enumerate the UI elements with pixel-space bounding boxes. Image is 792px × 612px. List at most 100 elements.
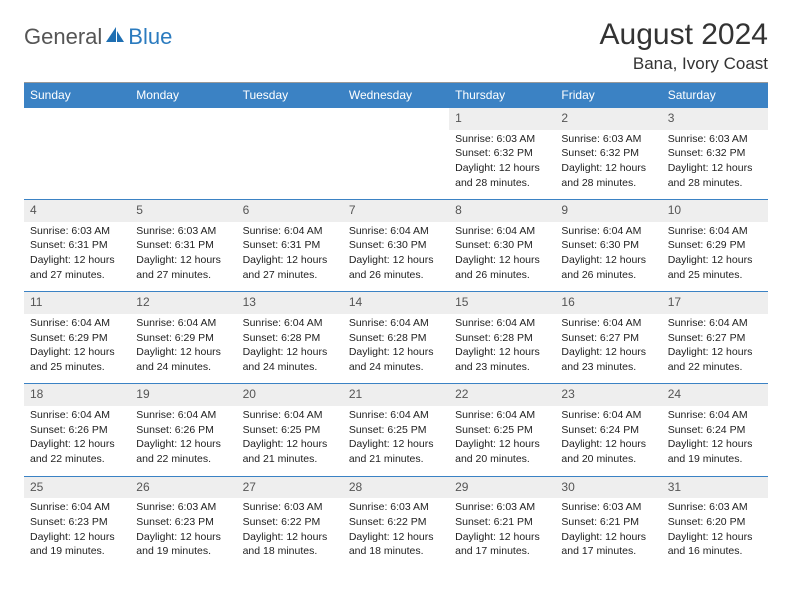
- day-cell-number: 22: [449, 384, 555, 406]
- day-info-line: Daylight: 12 hours: [30, 438, 124, 452]
- day-info-line: and 20 minutes.: [455, 453, 549, 467]
- day-info: Sunrise: 6:04 AMSunset: 6:25 PMDaylight:…: [237, 406, 343, 476]
- day-info-line: Sunset: 6:31 PM: [243, 239, 337, 253]
- daybody-row: Sunrise: 6:04 AMSunset: 6:26 PMDaylight:…: [24, 406, 768, 476]
- day-cell-number: 5: [130, 200, 236, 222]
- header: General Blue August 2024 Bana, Ivory Coa…: [24, 18, 768, 74]
- day-info: Sunrise: 6:03 AMSunset: 6:21 PMDaylight:…: [449, 498, 555, 568]
- day-info-line: Daylight: 12 hours: [136, 438, 230, 452]
- day-info-line: Sunrise: 6:04 AM: [455, 409, 549, 423]
- daybody-row: Sunrise: 6:03 AMSunset: 6:31 PMDaylight:…: [24, 222, 768, 292]
- day-info-line: Daylight: 12 hours: [243, 254, 337, 268]
- day-info-line: Sunrise: 6:04 AM: [349, 225, 443, 239]
- day-cell-body: Sunrise: 6:03 AMSunset: 6:22 PMDaylight:…: [343, 498, 449, 568]
- day-number: 26: [130, 477, 236, 499]
- day-info-line: Sunrise: 6:03 AM: [349, 501, 443, 515]
- day-number: 11: [24, 292, 130, 314]
- day-info-line: and 19 minutes.: [30, 545, 124, 559]
- calendar-page: General Blue August 2024 Bana, Ivory Coa…: [0, 0, 792, 580]
- day-number: 9: [555, 200, 661, 222]
- day-cell-number: 16: [555, 292, 661, 314]
- day-info: Sunrise: 6:03 AMSunset: 6:31 PMDaylight:…: [24, 222, 130, 292]
- day-info: Sunrise: 6:04 AMSunset: 6:29 PMDaylight:…: [662, 222, 768, 292]
- day-cell-body: Sunrise: 6:03 AMSunset: 6:31 PMDaylight:…: [24, 222, 130, 292]
- day-info-line: Daylight: 12 hours: [561, 438, 655, 452]
- day-info: Sunrise: 6:04 AMSunset: 6:29 PMDaylight:…: [130, 314, 236, 384]
- day-cell-number: 1: [449, 108, 555, 130]
- day-info-line: and 25 minutes.: [30, 361, 124, 375]
- day-number: 15: [449, 292, 555, 314]
- day-cell-number: 31: [662, 476, 768, 498]
- day-info-line: and 28 minutes.: [561, 177, 655, 191]
- weekday-header: Saturday: [662, 83, 768, 108]
- day-info-line: Sunrise: 6:03 AM: [561, 133, 655, 147]
- day-info-line: and 27 minutes.: [136, 269, 230, 283]
- day-info-line: Sunset: 6:29 PM: [30, 332, 124, 346]
- day-info-line: Sunset: 6:29 PM: [136, 332, 230, 346]
- day-info: Sunrise: 6:04 AMSunset: 6:25 PMDaylight:…: [449, 406, 555, 476]
- logo: General Blue: [24, 18, 172, 50]
- day-cell-number: 2: [555, 108, 661, 130]
- day-info: Sunrise: 6:04 AMSunset: 6:27 PMDaylight:…: [555, 314, 661, 384]
- day-info-line: Daylight: 12 hours: [30, 346, 124, 360]
- day-info: Sunrise: 6:04 AMSunset: 6:30 PMDaylight:…: [555, 222, 661, 292]
- day-cell-body: Sunrise: 6:04 AMSunset: 6:29 PMDaylight:…: [662, 222, 768, 292]
- day-cell-body: Sunrise: 6:04 AMSunset: 6:28 PMDaylight:…: [237, 314, 343, 384]
- day-info-line: Daylight: 12 hours: [455, 531, 549, 545]
- day-info-line: Sunset: 6:20 PM: [668, 516, 762, 530]
- day-cell-number: 28: [343, 476, 449, 498]
- day-number: 14: [343, 292, 449, 314]
- day-cell-number: 4: [24, 200, 130, 222]
- day-info: Sunrise: 6:04 AMSunset: 6:30 PMDaylight:…: [449, 222, 555, 292]
- day-cell-body: Sunrise: 6:04 AMSunset: 6:25 PMDaylight:…: [343, 406, 449, 476]
- day-number: 4: [24, 200, 130, 222]
- day-cell-number: 11: [24, 292, 130, 314]
- day-cell-number: 9: [555, 200, 661, 222]
- day-info-line: and 17 minutes.: [455, 545, 549, 559]
- day-info-line: and 22 minutes.: [668, 361, 762, 375]
- day-number: 6: [237, 200, 343, 222]
- day-info-line: Sunset: 6:30 PM: [455, 239, 549, 253]
- day-info: Sunrise: 6:04 AMSunset: 6:26 PMDaylight:…: [130, 406, 236, 476]
- day-number: 27: [237, 477, 343, 499]
- day-number: 1: [449, 108, 555, 130]
- day-info-line: Sunrise: 6:03 AM: [136, 225, 230, 239]
- day-cell-number: 6: [237, 200, 343, 222]
- day-info-line: Sunrise: 6:03 AM: [668, 501, 762, 515]
- day-cell-body: Sunrise: 6:04 AMSunset: 6:29 PMDaylight:…: [24, 314, 130, 384]
- day-number: 22: [449, 384, 555, 406]
- day-number: 28: [343, 477, 449, 499]
- day-cell-number: 12: [130, 292, 236, 314]
- day-info-line: Sunrise: 6:03 AM: [455, 501, 549, 515]
- day-info-line: Sunrise: 6:03 AM: [668, 133, 762, 147]
- day-info-line: and 23 minutes.: [455, 361, 549, 375]
- day-info-line: and 21 minutes.: [243, 453, 337, 467]
- day-cell-body: [24, 130, 130, 200]
- day-cell-body: Sunrise: 6:03 AMSunset: 6:23 PMDaylight:…: [130, 498, 236, 568]
- day-cell-number: [24, 108, 130, 130]
- day-cell-body: Sunrise: 6:04 AMSunset: 6:26 PMDaylight:…: [24, 406, 130, 476]
- day-info-line: Sunset: 6:32 PM: [668, 147, 762, 161]
- day-cell-body: Sunrise: 6:03 AMSunset: 6:32 PMDaylight:…: [555, 130, 661, 200]
- day-info-line: and 28 minutes.: [668, 177, 762, 191]
- day-number: 29: [449, 477, 555, 499]
- day-info-line: Daylight: 12 hours: [561, 531, 655, 545]
- day-info-line: Sunrise: 6:04 AM: [243, 409, 337, 423]
- day-cell-body: Sunrise: 6:04 AMSunset: 6:30 PMDaylight:…: [449, 222, 555, 292]
- day-info-line: Sunset: 6:32 PM: [455, 147, 549, 161]
- day-info-line: Sunset: 6:29 PM: [668, 239, 762, 253]
- weekday-header: Wednesday: [343, 83, 449, 108]
- day-cell-body: Sunrise: 6:04 AMSunset: 6:29 PMDaylight:…: [130, 314, 236, 384]
- day-number: 13: [237, 292, 343, 314]
- day-info-line: Sunrise: 6:04 AM: [349, 317, 443, 331]
- day-number: 8: [449, 200, 555, 222]
- daybody-row: Sunrise: 6:04 AMSunset: 6:23 PMDaylight:…: [24, 498, 768, 568]
- day-info: Sunrise: 6:04 AMSunset: 6:24 PMDaylight:…: [555, 406, 661, 476]
- day-info-line: Sunset: 6:31 PM: [136, 239, 230, 253]
- day-number: 25: [24, 477, 130, 499]
- day-number: 18: [24, 384, 130, 406]
- day-number: 20: [237, 384, 343, 406]
- day-info-line: Sunset: 6:28 PM: [243, 332, 337, 346]
- calendar-body: 123Sunrise: 6:03 AMSunset: 6:32 PMDaylig…: [24, 108, 768, 568]
- day-info-line: Sunset: 6:21 PM: [455, 516, 549, 530]
